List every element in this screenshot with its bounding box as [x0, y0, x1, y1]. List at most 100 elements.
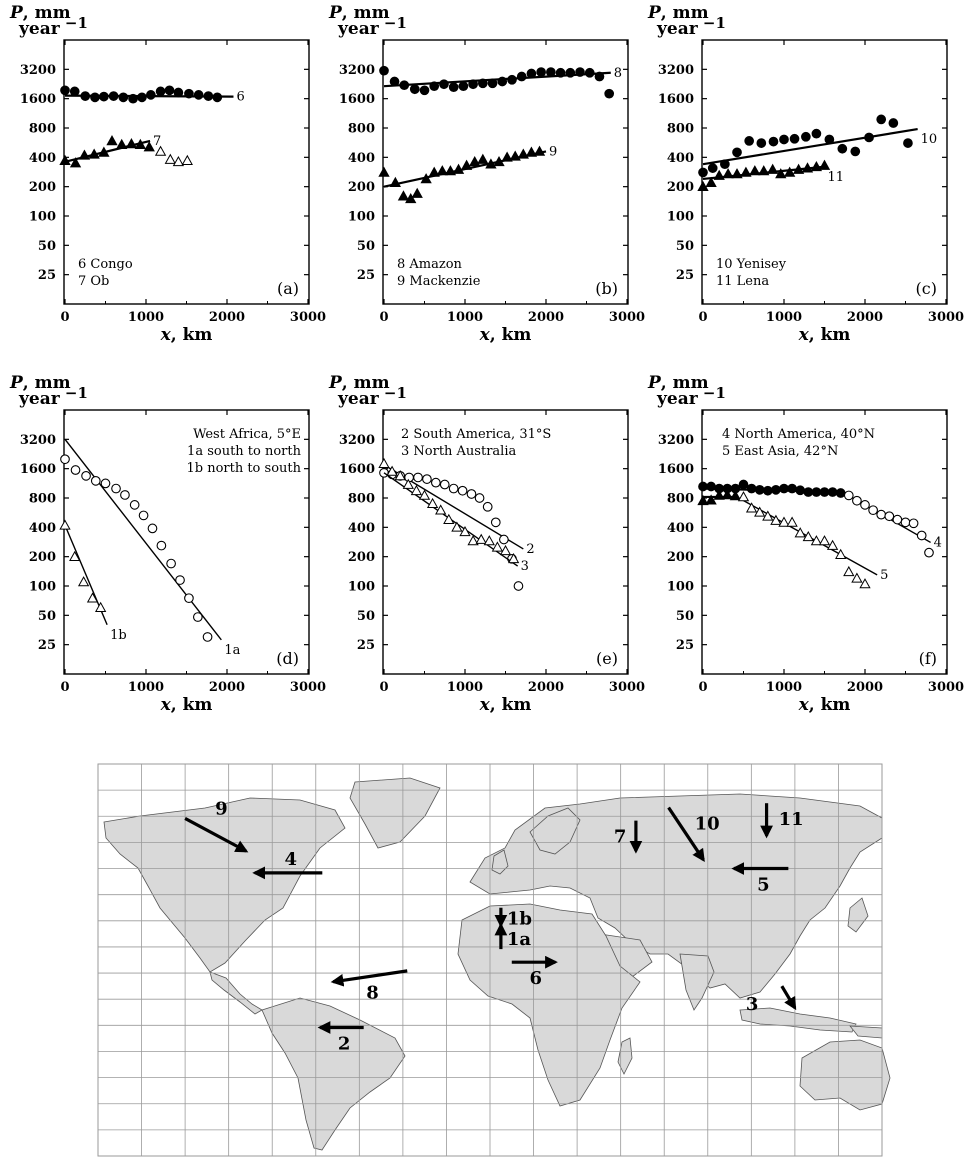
data-point	[722, 168, 734, 179]
data-point	[737, 491, 750, 502]
data-point	[778, 516, 790, 527]
y-tick-label: 3200	[339, 63, 375, 78]
y-axis-label: P, mm	[647, 3, 709, 23]
data-point	[713, 169, 725, 180]
y-axis-unit: , mm	[23, 3, 71, 23]
data-point	[184, 88, 194, 99]
data-point	[491, 541, 504, 552]
data-point	[410, 484, 423, 496]
y-tick-label: 100	[348, 210, 375, 225]
data-point	[744, 136, 755, 146]
y-tick-label: 3200	[20, 433, 56, 448]
data-point	[837, 143, 848, 154]
data-point	[389, 76, 400, 87]
data-point	[60, 454, 70, 465]
x-axis-symbol: x	[160, 325, 172, 345]
y-tick-label: 1600	[20, 462, 56, 477]
arrow-6: 6	[511, 955, 558, 989]
fit-label: 11	[828, 170, 845, 185]
data-point	[697, 494, 709, 506]
x-axis-label: x, km	[798, 325, 851, 345]
y-tick-label: 800	[348, 492, 375, 507]
y-tick-label: 50	[676, 609, 694, 624]
data-point	[826, 539, 839, 550]
y-axis-label-line2: year −1	[656, 14, 726, 39]
x-axis-symbol: x	[479, 325, 491, 345]
x-axis-unit: , km	[490, 695, 532, 715]
y-axis-label: P, mm	[9, 373, 71, 393]
data-point	[864, 132, 874, 143]
landmass-madagascar	[617, 1037, 633, 1075]
data-point	[575, 67, 585, 77]
arrow-3: 3	[746, 985, 797, 1015]
x-tick-label: 1000	[447, 680, 483, 695]
data-point	[555, 67, 566, 78]
data-point	[386, 465, 398, 476]
data-point	[860, 500, 870, 510]
data-point	[458, 81, 469, 92]
data-point	[394, 470, 406, 481]
data-point	[801, 162, 814, 173]
data-point	[754, 506, 766, 517]
data-point	[786, 516, 798, 527]
data-point	[852, 495, 862, 506]
data-point	[436, 165, 448, 176]
arrow-label: 3	[746, 994, 759, 1015]
data-point	[444, 165, 457, 176]
y-tick-label: 100	[667, 580, 694, 595]
x-axis-label: x, km	[479, 325, 532, 345]
data-point	[413, 472, 423, 483]
y-tick-label: 50	[676, 239, 694, 254]
data-point	[507, 553, 520, 564]
data-point	[193, 90, 204, 100]
panel-label: (e)	[596, 649, 618, 668]
y-axis-exponent: −1	[379, 384, 407, 402]
data-point	[181, 154, 193, 165]
y-tick-label: 200	[29, 180, 56, 195]
arrow-8: 8	[330, 969, 408, 1003]
data-point	[884, 511, 895, 522]
data-point	[422, 474, 432, 484]
x-tick-label: 0	[698, 680, 707, 695]
data-point	[428, 166, 440, 177]
data-point	[108, 91, 119, 101]
y-tick-label: 200	[667, 180, 694, 195]
data-point	[120, 490, 130, 500]
y-axis-unit-year: year	[337, 389, 380, 409]
arrow-label: 4	[285, 849, 298, 870]
data-point	[705, 494, 717, 505]
legend-entry: West Africa, 5°E	[193, 427, 301, 442]
y-tick-label: 400	[348, 151, 375, 166]
data-point	[477, 153, 489, 164]
panel-label: (b)	[595, 279, 618, 298]
data-point	[818, 159, 831, 170]
x-axis-label: x, km	[160, 325, 213, 345]
y-tick-label: 50	[357, 239, 375, 254]
data-point	[59, 154, 71, 165]
y-tick-label: 25	[676, 268, 694, 283]
data-point	[762, 485, 773, 496]
data-point	[154, 145, 167, 156]
legend-entry: 4 North America, 40°N	[722, 427, 875, 442]
data-point	[490, 517, 501, 528]
legend-entry: 6 Congo	[78, 257, 133, 272]
x-tick-label: 3000	[609, 680, 645, 695]
data-point	[900, 517, 911, 528]
data-point	[507, 74, 517, 85]
data-point	[184, 593, 194, 604]
data-point	[787, 483, 797, 494]
data-point	[713, 489, 725, 500]
data-point	[732, 147, 742, 158]
x-tick-label: 0	[60, 680, 69, 695]
data-point	[916, 530, 927, 541]
data-point	[175, 575, 185, 585]
data-point	[758, 165, 770, 176]
data-point	[868, 505, 878, 516]
x-tick-label: 1000	[766, 310, 802, 325]
data-point	[754, 484, 765, 495]
y-tick-label: 400	[667, 521, 694, 536]
data-point	[460, 159, 473, 170]
data-point	[795, 485, 806, 496]
